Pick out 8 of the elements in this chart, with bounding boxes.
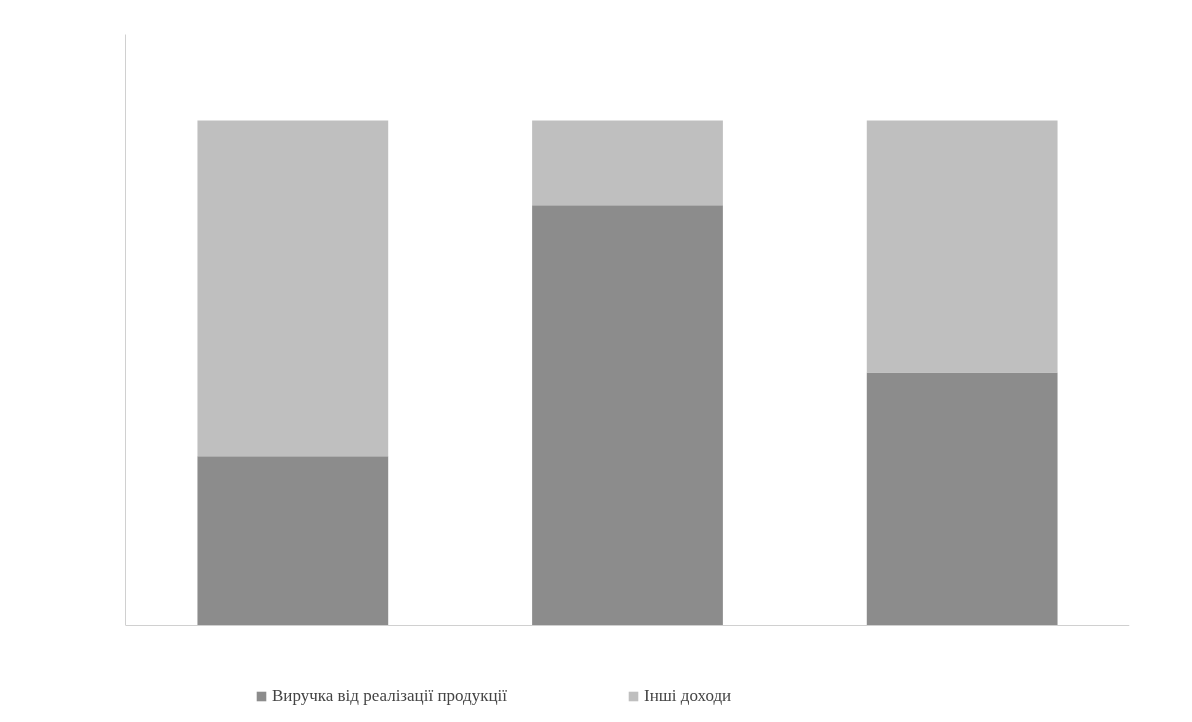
legend-label: Виручка від реалізації продукції	[272, 686, 507, 706]
bar	[532, 205, 723, 626]
bar	[532, 120, 723, 206]
bar	[866, 120, 1058, 373]
bar	[197, 120, 389, 457]
bar	[866, 372, 1058, 626]
bar	[197, 456, 389, 626]
legend-label: Інші доходи	[643, 686, 732, 706]
